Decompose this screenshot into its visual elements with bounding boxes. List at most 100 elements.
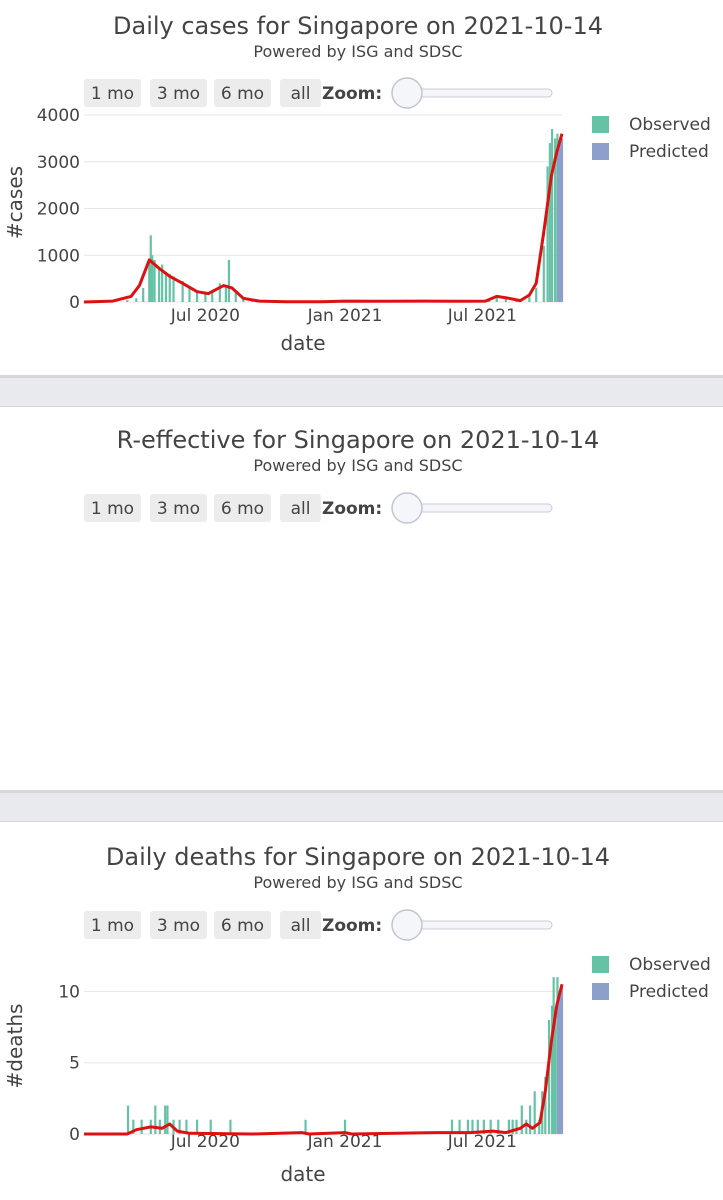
svg-text:3 mo: 3 mo [157,499,200,519]
bar-observed [185,1119,188,1134]
x-tick-label: Jul 2020 [170,306,240,326]
bar-observed [218,283,221,302]
zoom-slider-track[interactable] [404,88,553,98]
bar-observed [458,1119,461,1134]
bar-observed [172,276,175,302]
chart-title: Daily deaths for Singapore on 2021-10-14 [106,843,610,871]
zoom-all-button[interactable]: all [280,79,321,107]
bar-observed [188,287,191,302]
bar-observed [495,294,498,302]
bar-observed [554,138,557,302]
bar-observed [529,1105,532,1134]
legend-label: Observed [629,955,711,975]
zoom-6mo-button[interactable]: 6 mo [214,79,271,107]
bar-observed [168,273,171,302]
zoom-slider-track[interactable] [404,920,553,930]
svg-text:6 mo: 6 mo [221,499,264,519]
svg-text:1 mo: 1 mo [91,916,134,936]
reff-chart: R-effective for Singapore on 2021-10-14 P… [84,426,600,524]
x-tick-label: Jul 2021 [447,1132,517,1152]
bar-observed [489,1119,492,1134]
bar-observed [178,1119,181,1134]
zoom-1mo-button[interactable]: 1 mo [84,494,141,522]
bar-observed [551,129,554,302]
bar-observed [511,1119,514,1134]
bar-observed [471,1119,474,1134]
bar-observed [533,1091,536,1134]
bar-observed [195,1119,199,1134]
panel-separator [0,790,723,822]
bar-observed [164,1105,167,1134]
bar-observed [507,1119,510,1134]
zoom-3mo-button[interactable]: 3 mo [150,494,207,522]
zoom-3mo-button[interactable]: 3 mo [150,79,207,107]
zoom-6mo-button[interactable]: 6 mo [214,494,271,522]
bar-observed [135,298,138,302]
x-tick-label: Jul 2020 [170,1132,240,1152]
bar-observed [234,292,237,302]
bar-observed [209,1119,212,1134]
bar-observed [544,1076,547,1134]
zoom-1mo-button[interactable]: 1 mo [84,79,141,107]
bar-observed [149,235,152,302]
zoom-all-button[interactable]: all [280,911,321,939]
bar-observed [161,264,164,302]
zoom-1mo-button[interactable]: 1 mo [84,911,141,939]
zoom-slider-handle[interactable] [391,909,423,941]
bar-observed [476,1119,479,1134]
bar-observed [504,297,507,302]
bar-observed [126,300,129,302]
svg-text:all: all [291,84,311,104]
chart-subtitle: Powered by ISG and SDSC [253,42,462,61]
x-axis-title: date [280,1162,325,1186]
y-tick-label: 0 [69,1125,80,1145]
bar-observed [158,269,161,302]
zoom-slider-handle[interactable] [391,77,423,109]
svg-text:all: all [291,499,311,519]
zoom-3mo-button[interactable]: 3 mo [150,911,207,939]
y-tick-label: 10 [58,982,80,1002]
bar-observed [153,259,156,302]
svg-text:6 mo: 6 mo [221,916,264,936]
bar-observed [151,255,154,302]
bar-observed [546,166,549,302]
bar-observed [154,1105,157,1134]
bar-observed [304,1119,307,1134]
chart-subtitle: Powered by ISG and SDSC [253,456,462,475]
bar-observed [224,287,227,302]
y-tick-label: 1000 [37,246,80,266]
chart-subtitle: Powered by ISG and SDSC [253,873,462,892]
legend-swatch [592,956,609,973]
bar-observed [554,1019,557,1134]
x-tick-label: Jul 2021 [447,306,517,326]
bar-observed [497,1119,500,1134]
zoom-all-button[interactable]: all [280,494,321,522]
legend-label: Predicted [629,982,709,1002]
svg-text:3 mo: 3 mo [157,84,200,104]
zoom-6mo-button[interactable]: 6 mo [214,911,271,939]
zoom-label: Zoom: [322,84,382,104]
bar-observed [227,259,231,302]
bar-observed [142,287,145,302]
bar-predicted [560,984,564,1134]
y-axis-title: #deaths [3,1004,27,1089]
bar-observed [211,290,214,302]
y-axis-title: #cases [3,166,27,239]
x-tick-label: Jan 2021 [307,1132,383,1152]
panel-separator [0,375,723,407]
y-tick-label: 0 [69,293,80,313]
svg-text:all: all [291,916,311,936]
zoom-slider-handle[interactable] [391,492,423,524]
series-line-trend [84,983,564,1136]
deaths-chart: Daily deaths for Singapore on 2021-10-14… [3,843,711,1186]
bar-predicted [560,138,564,302]
bar-observed [204,293,207,302]
zoom-label: Zoom: [322,499,382,519]
zoom-slider-track[interactable] [404,503,553,513]
zoom-label: Zoom: [322,916,382,936]
bar-observed [528,295,531,302]
chart-title: R-effective for Singapore on 2021-10-14 [117,426,600,454]
bar-observed [538,1119,541,1134]
bar-observed [482,1119,485,1134]
legend-label: Predicted [629,142,709,162]
